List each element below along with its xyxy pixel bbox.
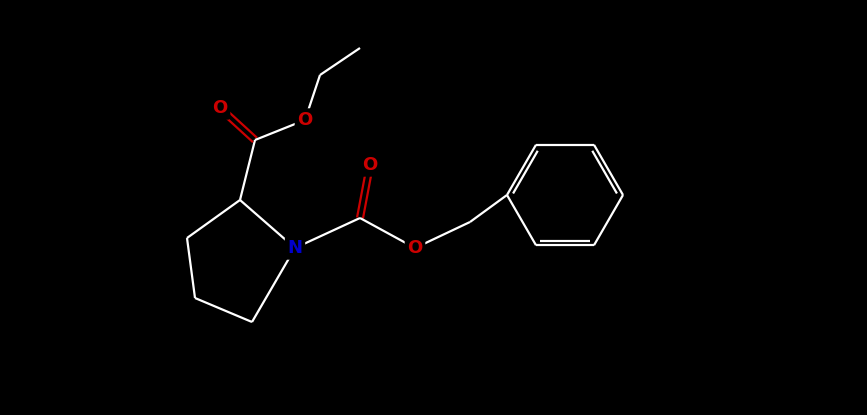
Text: O: O [212, 99, 228, 117]
Text: O: O [362, 156, 378, 174]
Text: N: N [288, 239, 303, 257]
Text: O: O [297, 111, 313, 129]
Text: O: O [407, 239, 422, 257]
